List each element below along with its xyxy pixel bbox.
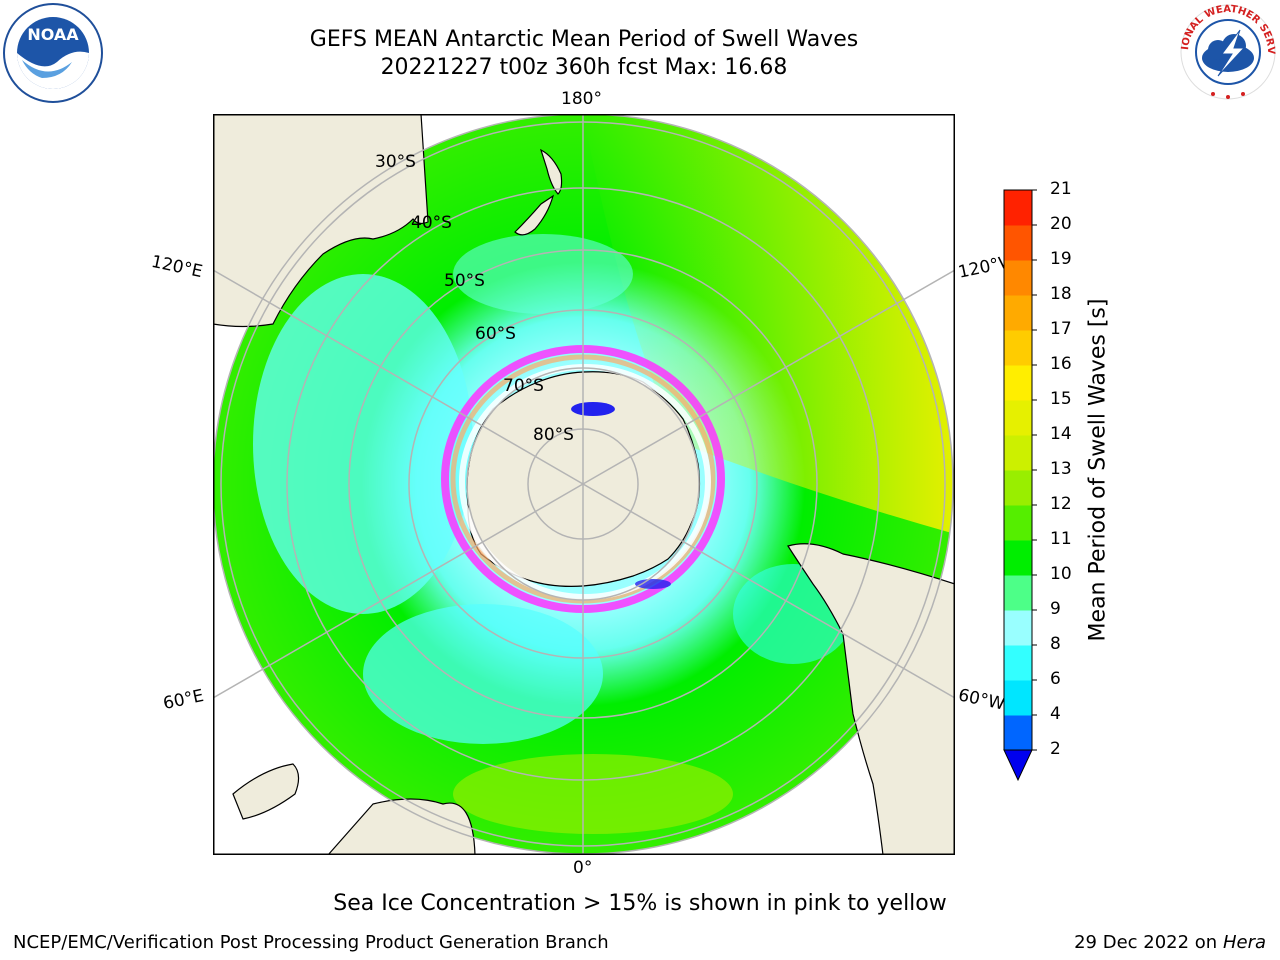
colorbar-tick-label: 19 bbox=[1050, 249, 1072, 269]
colorbar-tick-label: 4 bbox=[1050, 704, 1061, 724]
colorbar-segment bbox=[1004, 715, 1032, 751]
colorbar-tick-label: 13 bbox=[1050, 459, 1072, 479]
colorbar-ticks: 2 4 6 8 9 10 11 12 13 14 15 16 17 18 19 20 21 bbox=[1030, 179, 1080, 770]
noaa-logo: NOAA bbox=[2, 2, 104, 104]
colorbar-segment bbox=[1004, 295, 1032, 331]
colorbar-segment bbox=[1004, 540, 1032, 576]
sea-ice-caption: Sea Ice Concentration > 15% is shown in … bbox=[333, 891, 947, 916]
map-frame bbox=[213, 114, 955, 855]
lon-label-60w: 60°W bbox=[956, 685, 1007, 715]
short-swell-region-north bbox=[453, 234, 633, 314]
short-swell-region-south bbox=[363, 604, 603, 744]
africa bbox=[327, 798, 476, 855]
colorbar-segment bbox=[1004, 365, 1032, 401]
colorbar-tick-label: 15 bbox=[1050, 389, 1072, 409]
chart-subtitle: 20221227 t00z 360h fcst Max: 16.68 bbox=[380, 55, 788, 80]
chart-title: GEFS MEAN Antarctic Mean Period of Swell… bbox=[309, 27, 859, 52]
lat-label-60s: 60°S bbox=[475, 324, 516, 344]
colorbar-tick-label: 2 bbox=[1050, 739, 1061, 759]
colorbar-segment bbox=[1004, 400, 1032, 436]
madagascar bbox=[232, 763, 300, 820]
lat-label-80s: 80°S bbox=[533, 425, 574, 445]
colorbar-segment bbox=[1004, 610, 1032, 646]
footer-left: NCEP/EMC/Verification Post Processing Pr… bbox=[13, 932, 609, 953]
australia bbox=[213, 114, 429, 328]
lat-label-40s: 40°S bbox=[411, 213, 452, 233]
nws-logo: NATIONAL WEATHER SERVICE bbox=[1174, 0, 1278, 102]
colorbar-graphic bbox=[1003, 189, 1037, 782]
colorbar-tick-label: 20 bbox=[1050, 214, 1072, 234]
colorbar-tick-label: 16 bbox=[1050, 354, 1072, 374]
footer-right: 29 Dec 2022 on Hera bbox=[1074, 932, 1266, 953]
lon-label-0: 0° bbox=[573, 858, 593, 878]
colorbar-segment bbox=[1004, 575, 1032, 611]
colorbar-tick-label: 6 bbox=[1050, 669, 1061, 689]
colorbar-tick-label: 12 bbox=[1050, 494, 1072, 514]
lon-label-60e: 60°E bbox=[161, 685, 206, 715]
colorbar-segment bbox=[1004, 505, 1032, 541]
lat-label-30s: 30°S bbox=[375, 152, 416, 172]
colorbar bbox=[1000, 186, 1080, 786]
colorbar-tick-label: 8 bbox=[1050, 634, 1061, 654]
footer-machine: Hera bbox=[1222, 932, 1266, 953]
colorbar-segment bbox=[1004, 190, 1032, 226]
footer-date: 29 Dec 2022 on bbox=[1074, 932, 1218, 953]
svg-text:NOAA: NOAA bbox=[27, 25, 79, 44]
colorbar-segment bbox=[1004, 645, 1032, 681]
colorbar-segment bbox=[1004, 260, 1032, 296]
new-zealand-north bbox=[540, 148, 563, 195]
colorbar-segment bbox=[1004, 330, 1032, 366]
colorbar-label: Mean Period of Swell Waves [s] bbox=[1085, 298, 1111, 642]
colorbar-segment bbox=[1004, 680, 1032, 716]
south-america bbox=[787, 543, 955, 855]
land-masses bbox=[213, 114, 955, 855]
colorbar-tick-label: 9 bbox=[1050, 599, 1061, 619]
colorbar-tick-label: 14 bbox=[1050, 424, 1072, 444]
polar-map bbox=[213, 114, 955, 855]
colorbar-tick-label: 21 bbox=[1050, 179, 1072, 199]
colorbar-tick-label: 10 bbox=[1050, 564, 1072, 584]
short-swell-region-west bbox=[253, 274, 473, 614]
colorbar-under-arrow bbox=[1003, 749, 1033, 782]
colorbar-segment bbox=[1004, 470, 1032, 506]
map-panel: 30°S 40°S 50°S 60°S 70°S 80°S bbox=[213, 114, 955, 855]
new-zealand-south bbox=[514, 194, 555, 236]
lon-label-180: 180° bbox=[561, 89, 602, 109]
lon-label-120e: 120°E bbox=[149, 251, 205, 283]
lat-label-70s: 70°S bbox=[503, 376, 544, 396]
colorbar-tick-label: 18 bbox=[1050, 284, 1072, 304]
colorbar-segment bbox=[1004, 225, 1032, 261]
colorbar-segment bbox=[1004, 435, 1032, 471]
colorbar-tick-label: 17 bbox=[1050, 319, 1072, 339]
lat-label-50s: 50°S bbox=[444, 271, 485, 291]
colorbar-tick-label: 11 bbox=[1050, 529, 1072, 549]
